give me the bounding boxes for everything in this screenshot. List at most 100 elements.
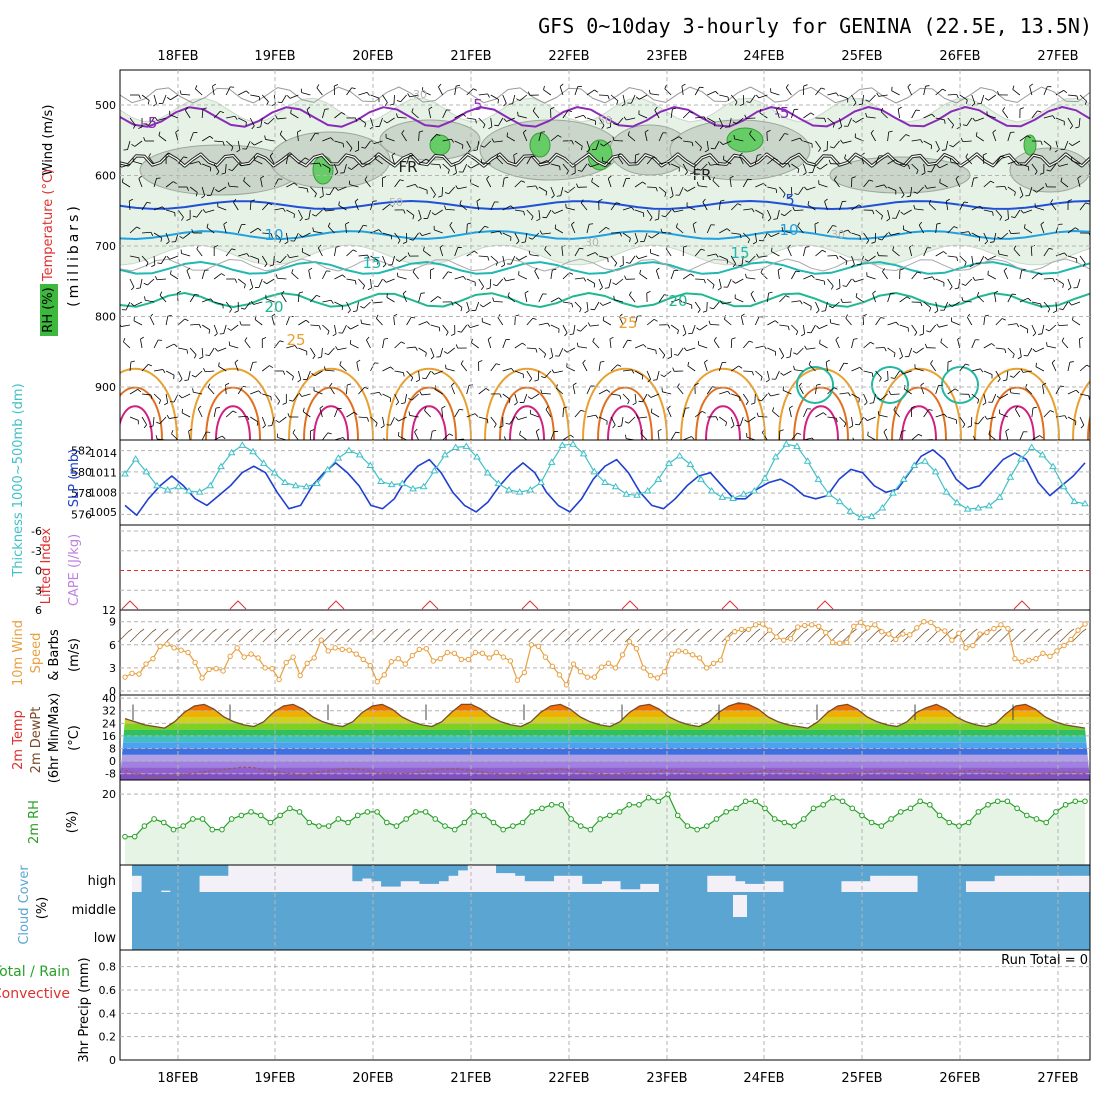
wind10-barb [166,631,177,643]
wind-barb-flag [438,83,442,88]
wind-barb-flag [221,172,226,175]
wind-barb [603,320,612,326]
wind-barb [754,316,760,326]
wind-barb [1067,117,1073,126]
wind10-point [150,655,156,662]
thickness-point [707,487,716,494]
wind-barb [370,229,380,234]
temp-tick: 0 [109,755,116,768]
wind-barb-flag [794,193,799,195]
wind-barb-flag [437,296,442,299]
thickness-point [931,467,940,475]
wind-barb [1005,431,1009,440]
wind-barb [445,368,455,372]
wind-barb [602,301,612,306]
wind-barb [995,318,1003,326]
wind-barb [250,227,259,234]
wind-barb-flag [1004,186,1007,191]
temp-contour-bump [876,367,962,440]
wind-barb [159,295,167,303]
wind-barb [510,255,516,265]
wind-barb-flag [840,298,843,303]
wind-barb-flag [527,396,532,400]
wind-barb-flag [524,290,529,294]
wind-barb-flag [149,425,154,428]
wind10-point [612,665,619,671]
wind-barb-flag [962,424,966,428]
wind-barb-flag [649,217,653,221]
wind-barb [658,294,665,303]
wind-barb [260,117,263,127]
rh2m-point [190,816,196,822]
wind-barb-flag [216,171,220,176]
wind-barb-flag [1079,336,1084,340]
wind10-barb [141,631,153,643]
wind-barb [441,186,444,197]
wind-barb [358,416,368,419]
wind-barb [657,431,660,440]
wind-barb-flag [486,287,491,290]
wind-barb [754,155,758,165]
wind-barb [594,301,600,310]
wind-barb-flag [786,356,791,359]
wind-barb-flag [696,181,699,186]
cloud-high-bar [668,865,679,892]
wind-barb-flag [667,405,671,410]
wind-barb [454,86,457,96]
dewpt2m-line [124,766,1086,780]
wind-barb [758,255,768,258]
wind-barb [261,255,268,264]
rh2m-point [849,805,856,812]
wind-barb [292,393,299,402]
rh2m-point [558,801,565,808]
wind-barb [1007,132,1011,142]
wind10-barb [214,631,225,643]
wind10-point [192,659,198,666]
wind-barb [217,206,227,211]
wind-barb-flag [1052,310,1057,314]
cloud-high-bar [582,865,593,884]
precip-panel: 0.80.60.40.20 [99,949,1091,1067]
wind-barb-flag [354,149,359,152]
thickness-point [462,442,471,449]
rh-legend-swatch [40,284,58,336]
wind-barb-flag [664,294,669,296]
wind-barb-flag [780,213,785,217]
wind-barb [943,301,949,311]
pressure-tick: 800 [95,311,116,324]
wind-barb-flag [977,399,980,404]
wind-barb-flag [528,237,533,240]
wind-barb [394,341,402,349]
wind-barb [935,88,943,96]
wind-barb [862,94,864,104]
wind-barb [875,370,882,379]
wind-barb-flag [1046,342,1048,347]
wind-barb-flag [396,100,401,103]
wind-barb [706,386,713,395]
wind-barb-flag [393,313,398,317]
wind-barb-flag [1020,368,1024,373]
wind-barb [382,393,391,399]
contour-label: 50 [389,196,403,209]
wind10-point [262,665,268,671]
wind-barb-flag [324,352,329,356]
wind-barb [544,249,552,257]
wind-barb [622,232,631,239]
wind-barb-flag [262,337,267,340]
wind-barb-flag [998,250,1000,255]
wind-barb-flag [674,354,679,356]
wind-barb-flag [487,336,492,340]
wind-barb-flag [236,149,241,153]
wind-barb-flag [829,146,834,149]
wind-barb-flag [188,428,193,432]
wind-barb [1059,163,1069,167]
thickness-point [185,487,193,494]
wind-barb [182,232,191,239]
wind-barb [714,140,720,150]
wind-barb [610,364,618,372]
thickness-point [995,493,1004,500]
wind-barb [188,370,191,380]
wind10-point [388,659,394,665]
wind-barb-flag [275,115,278,120]
wind-barb [617,156,624,165]
